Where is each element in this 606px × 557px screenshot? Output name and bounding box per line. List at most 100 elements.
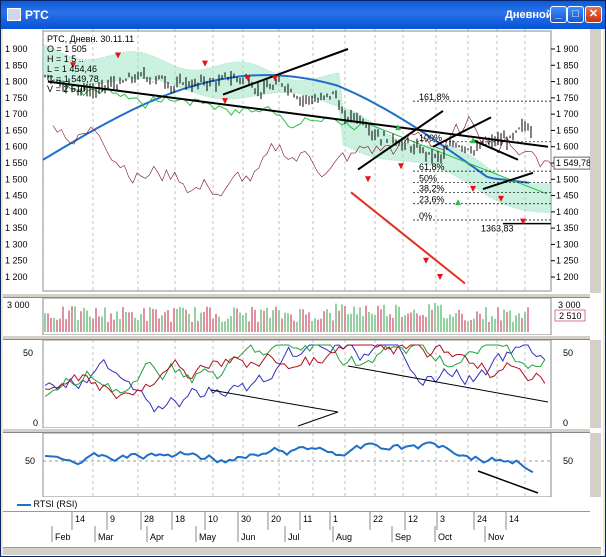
x-month-label: Jul [288, 532, 300, 542]
plot-frame [42, 432, 552, 498]
fib-label: 50% [419, 174, 437, 184]
fib-label: 61,8% [419, 162, 445, 172]
y-tick-right: 50 [563, 456, 573, 466]
x-day-label: 28 [144, 514, 154, 524]
x-month-label: Aug [336, 532, 352, 542]
y-tick-left: 50 [23, 348, 33, 358]
level-label: 1363,83 [481, 223, 514, 233]
oscillator-pane[interactable]: 50 0 50 0 [3, 339, 590, 429]
signal-marker [245, 75, 251, 82]
y-tick-right: 3 000 [558, 300, 581, 310]
osc-trend-line [347, 365, 549, 403]
volume-last-box [554, 309, 586, 322]
ohlc-info: H = 1 5 .. [47, 54, 84, 64]
rsi-scrollbar[interactable] [590, 433, 601, 497]
x-month-label: Apr [150, 532, 164, 542]
y-tick-left: 1 500 [5, 174, 28, 184]
x-day-label: 1 [333, 514, 338, 524]
price-pane[interactable]: 1 900 1 900 1 850 1 850 1 800 1 800 1 750 1 750… [3, 29, 591, 293]
x-month-label: Oct [438, 532, 453, 542]
app-icon [7, 8, 21, 21]
moving-average-long [42, 74, 530, 184]
oscillator-plus-di [44, 344, 546, 413]
rsi-trend-line [477, 470, 539, 494]
signal-marker-up [455, 199, 461, 206]
y-tick-left: 1 700 [5, 109, 28, 119]
y-tick-left: 1 550 [5, 158, 28, 168]
x-day-label: 14 [75, 514, 85, 524]
x-month-label: May [199, 532, 217, 542]
oscillator-chart[interactable]: 50 0 50 0 [3, 339, 590, 429]
y-tick-right: 1 450 [556, 191, 579, 201]
fib-label: 38,2% [419, 183, 445, 193]
osc-trend-line [297, 411, 339, 427]
ohlc-info: O = 1 505 [47, 44, 87, 54]
y-tick-right: 1 800 [556, 77, 579, 87]
signal-marker [70, 62, 76, 69]
x-day-label: 10 [208, 514, 218, 524]
price-chart[interactable]: 1 900 1 900 1 850 1 850 1 800 1 800 1 750 1 750… [3, 29, 591, 293]
rsi-line [44, 441, 534, 474]
close-icon[interactable]: ✕ [585, 6, 602, 23]
y-tick-left: 1 900 [5, 44, 28, 54]
ohlc-info: C = 1 549,78 [47, 74, 99, 84]
signal-marker [398, 163, 404, 170]
signal-marker [222, 98, 228, 105]
ohlc-info: L = 1 454,46 [47, 64, 97, 74]
volume-pane[interactable]: 3 000 3 000 2 510 [3, 297, 590, 336]
x-day-label: 20 [271, 514, 281, 524]
rsi-legend: RTSI (RSI) [17, 499, 77, 509]
x-day-label: 18 [175, 514, 185, 524]
x-month-label: Feb [55, 532, 71, 542]
x-day-label: 24 [477, 514, 487, 524]
signal-marker [115, 52, 121, 59]
y-tick-left: 1 750 [5, 93, 28, 103]
trend-line-channel [472, 139, 519, 161]
price-scrollbar[interactable] [590, 29, 601, 293]
signal-marker [520, 218, 526, 225]
ohlc-info: РТС, Дневн. 30.11.11 [47, 34, 134, 44]
minimize-icon[interactable]: _ [550, 6, 567, 23]
fib-label: 0% [419, 211, 432, 221]
ohlc-info: V = 2 510 [47, 84, 86, 94]
volume-last-label: 2 510 [559, 311, 582, 321]
osc-scrollbar[interactable] [590, 340, 601, 428]
window-title: РТС [25, 8, 49, 22]
y-tick-right: 1 850 [556, 60, 579, 70]
signal-marker [423, 257, 429, 264]
rsi-chart[interactable]: 50 50 [3, 432, 590, 518]
time-axis[interactable]: 14 9 28 18 10 30 20 11 1 22 12 3 24 14 Feb Mar Apr May Jun… [3, 511, 590, 547]
y-tick-right: 1 650 [556, 125, 579, 135]
signal-marker [498, 195, 504, 202]
horizontal-scrollbar[interactable] [3, 547, 601, 555]
title-bar[interactable]: РТС Дневной _ □ ✕ [1, 1, 605, 29]
x-month-label: Sep [395, 532, 411, 542]
y-tick-left: 1 200 [5, 272, 28, 282]
rsi-pane[interactable]: 50 50 [3, 432, 590, 518]
y-tick-right: 1 400 [556, 207, 579, 217]
y-tick-right: 50 [563, 348, 573, 358]
x-month-label: Jun [241, 532, 256, 542]
timeframe-label[interactable]: Дневной [505, 9, 553, 21]
y-tick-right: 1 600 [556, 142, 579, 152]
y-tick-left: 1 450 [5, 191, 28, 201]
x-month-label: Mar [98, 532, 114, 542]
signal-marker-up [395, 124, 401, 131]
y-tick-left: 3 000 [7, 300, 30, 310]
maximize-icon[interactable]: □ [567, 6, 584, 23]
signal-marker [202, 60, 208, 67]
y-tick-left: 1 300 [5, 239, 28, 249]
oscillator-minus-di [44, 344, 546, 397]
plot-frame [42, 339, 552, 429]
trend-line-main [47, 80, 549, 148]
y-tick-right: 1 750 [556, 93, 579, 103]
signal-marker [365, 176, 371, 183]
signal-marker [470, 186, 476, 193]
x-day-label: 30 [241, 514, 251, 524]
x-day-label: 3 [440, 514, 445, 524]
y-tick-right: 1 350 [556, 223, 579, 233]
x-day-label: 12 [408, 514, 418, 524]
y-tick-left: 0 [33, 418, 38, 428]
